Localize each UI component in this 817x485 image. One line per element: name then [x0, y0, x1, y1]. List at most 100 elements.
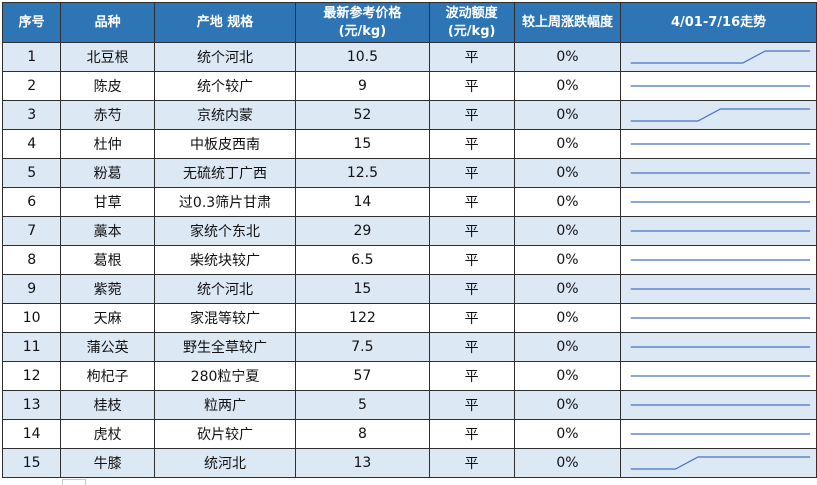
cell-origin-spec[interactable]: 柴统块较广	[153, 245, 297, 275]
cell-trend-sparkline[interactable]	[620, 448, 817, 478]
cell-price[interactable]: 52	[295, 100, 430, 130]
header-weekly-change[interactable]: 较上周涨跌幅度	[513, 2, 622, 43]
cell-trend-sparkline[interactable]	[620, 332, 817, 362]
header-price[interactable]: 最新参考价格 (元/kg)	[295, 2, 430, 43]
cell-trend-sparkline[interactable]	[620, 390, 817, 420]
cell-index[interactable]: 4	[1, 129, 62, 159]
cell-price[interactable]: 8	[295, 419, 430, 449]
cell-price[interactable]: 15	[295, 129, 430, 159]
cell-weekly-change[interactable]: 0%	[513, 448, 622, 478]
cell-weekly-change[interactable]: 0%	[513, 129, 622, 159]
cell-fluctuation[interactable]: 平	[428, 419, 515, 449]
cell-variety[interactable]: 藁本	[60, 216, 155, 246]
cell-trend-sparkline[interactable]	[620, 158, 817, 188]
cell-origin-spec[interactable]: 家混等较广	[153, 303, 297, 333]
cell-trend-sparkline[interactable]	[620, 274, 817, 304]
cell-trend-sparkline[interactable]	[620, 419, 817, 449]
cell-fluctuation[interactable]: 平	[428, 303, 515, 333]
cell-trend-sparkline[interactable]	[620, 303, 817, 333]
cell-price[interactable]: 122	[295, 303, 430, 333]
cell-weekly-change[interactable]: 0%	[513, 216, 622, 246]
cell-index[interactable]: 3	[1, 100, 62, 130]
cell-weekly-change[interactable]: 0%	[513, 419, 622, 449]
cell-origin-spec[interactable]: 统个较广	[153, 71, 297, 101]
cell-trend-sparkline[interactable]	[620, 71, 817, 101]
cell-trend-sparkline[interactable]	[620, 361, 817, 391]
header-origin-spec[interactable]: 产地 规格	[153, 2, 297, 43]
cell-trend-sparkline[interactable]	[620, 129, 817, 159]
cell-fluctuation[interactable]: 平	[428, 187, 515, 217]
cell-variety[interactable]: 陈皮	[60, 71, 155, 101]
cell-index[interactable]: 6	[1, 187, 62, 217]
cell-weekly-change[interactable]: 0%	[513, 100, 622, 130]
cell-origin-spec[interactable]: 家统个东北	[153, 216, 297, 246]
cell-weekly-change[interactable]: 0%	[513, 71, 622, 101]
cell-weekly-change[interactable]: 0%	[513, 390, 622, 420]
cell-variety[interactable]: 天麻	[60, 303, 155, 333]
cell-variety[interactable]: 北豆根	[60, 42, 155, 72]
cell-index[interactable]: 7	[1, 216, 62, 246]
cell-variety[interactable]: 紫菀	[60, 274, 155, 304]
cell-fluctuation[interactable]: 平	[428, 100, 515, 130]
cell-weekly-change[interactable]: 0%	[513, 332, 622, 362]
cell-weekly-change[interactable]: 0%	[513, 187, 622, 217]
cell-variety[interactable]: 枸杞子	[60, 361, 155, 391]
cell-origin-spec[interactable]: 统河北	[153, 448, 297, 478]
cell-index[interactable]: 15	[1, 448, 62, 478]
cell-origin-spec[interactable]: 中板皮西南	[153, 129, 297, 159]
cell-variety[interactable]: 桂枝	[60, 390, 155, 420]
header-variety[interactable]: 品种	[60, 2, 155, 43]
cell-price[interactable]: 7.5	[295, 332, 430, 362]
cell-trend-sparkline[interactable]	[620, 187, 817, 217]
cell-index[interactable]: 12	[1, 361, 62, 391]
cell-price[interactable]: 5	[295, 390, 430, 420]
cell-trend-sparkline[interactable]	[620, 42, 817, 72]
cell-fluctuation[interactable]: 平	[428, 129, 515, 159]
cell-origin-spec[interactable]: 280粒宁夏	[153, 361, 297, 391]
cell-variety[interactable]: 葛根	[60, 245, 155, 275]
cell-variety[interactable]: 甘草	[60, 187, 155, 217]
cell-price[interactable]: 6.5	[295, 245, 430, 275]
cell-origin-spec[interactable]: 野生全草较广	[153, 332, 297, 362]
cell-index[interactable]: 2	[1, 71, 62, 101]
cell-origin-spec[interactable]: 统个河北	[153, 274, 297, 304]
cell-origin-spec[interactable]: 过0.3筛片甘肃	[153, 187, 297, 217]
cell-price[interactable]: 14	[295, 187, 430, 217]
cell-trend-sparkline[interactable]	[620, 216, 817, 246]
cell-trend-sparkline[interactable]	[620, 245, 817, 275]
cell-fluctuation[interactable]: 平	[428, 245, 515, 275]
cell-index[interactable]: 8	[1, 245, 62, 275]
cell-origin-spec[interactable]: 统个河北	[153, 42, 297, 72]
cell-index[interactable]: 5	[1, 158, 62, 188]
cell-weekly-change[interactable]: 0%	[513, 42, 622, 72]
header-index[interactable]: 序号	[1, 2, 62, 43]
cell-fluctuation[interactable]: 平	[428, 158, 515, 188]
cell-fluctuation[interactable]: 平	[428, 42, 515, 72]
cell-weekly-change[interactable]: 0%	[513, 158, 622, 188]
cell-origin-spec[interactable]: 京统内蒙	[153, 100, 297, 130]
cell-price[interactable]: 12.5	[295, 158, 430, 188]
cell-price[interactable]: 29	[295, 216, 430, 246]
cell-index[interactable]: 10	[1, 303, 62, 333]
cell-weekly-change[interactable]: 0%	[513, 361, 622, 391]
cell-trend-sparkline[interactable]	[620, 100, 817, 130]
cell-weekly-change[interactable]: 0%	[513, 274, 622, 304]
cell-origin-spec[interactable]: 无硫统丁广西	[153, 158, 297, 188]
cell-fluctuation[interactable]: 平	[428, 390, 515, 420]
cell-variety[interactable]: 赤芍	[60, 100, 155, 130]
cell-variety[interactable]: 牛膝	[60, 448, 155, 478]
cell-price[interactable]: 15	[295, 274, 430, 304]
cell-fluctuation[interactable]: 平	[428, 332, 515, 362]
cell-index[interactable]: 1	[1, 42, 62, 72]
cell-weekly-change[interactable]: 0%	[513, 303, 622, 333]
cell-fluctuation[interactable]: 平	[428, 71, 515, 101]
cell-variety[interactable]: 杜仲	[60, 129, 155, 159]
cell-variety[interactable]: 虎杖	[60, 419, 155, 449]
cell-price[interactable]: 57	[295, 361, 430, 391]
cell-origin-spec[interactable]: 粒两广	[153, 390, 297, 420]
cell-fluctuation[interactable]: 平	[428, 274, 515, 304]
cell-origin-spec[interactable]: 砍片较广	[153, 419, 297, 449]
cell-index[interactable]: 9	[1, 274, 62, 304]
cell-weekly-change[interactable]: 0%	[513, 245, 622, 275]
cell-variety[interactable]: 蒲公英	[60, 332, 155, 362]
